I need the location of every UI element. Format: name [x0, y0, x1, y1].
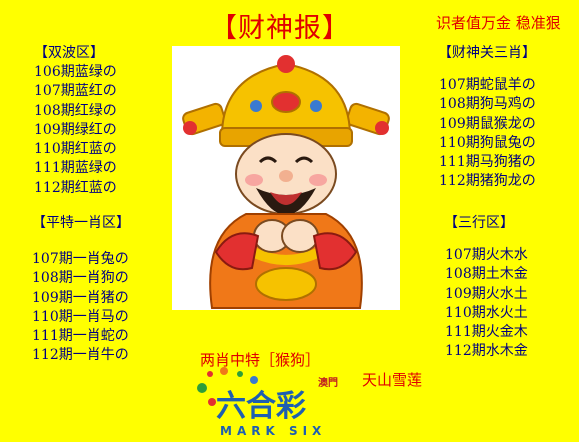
- single-zodiac-list: 107期一肖兔の 108期一肖狗の 109期一肖猪の 110期一肖马の 111期…: [32, 250, 129, 366]
- list-item: 109期绿红の: [34, 121, 117, 138]
- list-item: 109期火水土: [445, 285, 528, 302]
- list-item: 107期蓝红の: [34, 83, 117, 100]
- section-label-single-zodiac: 【平特一肖区】: [32, 215, 130, 231]
- list-item: 111期一肖蛇の: [32, 328, 129, 345]
- list-item: 109期一肖猪の: [32, 289, 129, 306]
- list-item: 112期水木金: [445, 343, 528, 360]
- list-item: 111期马狗猪の: [439, 154, 536, 171]
- list-item: 108期狗马鸡の: [439, 96, 536, 113]
- list-item: 108期土木金: [445, 266, 528, 283]
- author-name: 天山雪莲: [362, 371, 423, 389]
- list-item: 107期蛇鼠羊の: [439, 77, 536, 93]
- slogan: 识者值万金 稳准狠: [436, 14, 561, 32]
- logo-sub-text: MARK SIX: [220, 424, 326, 438]
- list-item: 111期火金木: [445, 324, 528, 341]
- god-of-wealth-icon: [182, 55, 390, 309]
- list-item: 110期水火土: [445, 304, 528, 321]
- page-title: 【财神报】: [210, 13, 350, 44]
- list-item: 108期红绿の: [34, 102, 117, 119]
- logo-main-text: 六合彩: [216, 389, 306, 424]
- list-item: 112期一肖牛の: [32, 347, 129, 364]
- double-wave-list: 106期蓝绿の 107期蓝红の 108期红绿の 109期绿红の 110期红蓝の …: [34, 63, 117, 198]
- section-label-three-zodiac: 【财神关三肖】: [438, 45, 536, 61]
- section-label-three-elements: 【三行区】: [444, 215, 514, 231]
- three-elements-list: 107期火木水 108期土木金 109期火水土 110期水火土 111期火金木 …: [445, 246, 528, 362]
- list-item: 110期一肖马の: [32, 308, 129, 325]
- three-zodiac-list: 107期蛇鼠羊の 108期狗马鸡の 109期鼠猴龙の 110期狗鼠兔の 111期…: [439, 76, 536, 192]
- list-item: 107期一肖兔の: [32, 251, 129, 267]
- two-zodiac-special: 两肖中特［猴狗］: [200, 351, 321, 369]
- mark-six-logo: 澳門 六合彩 MARK SIX: [192, 366, 364, 438]
- list-item: 112期猪狗龙の: [439, 173, 536, 190]
- list-item: 106期蓝绿の: [34, 64, 117, 80]
- mark-six-logo-graphic: 澳門 六合彩 MARK SIX: [197, 367, 338, 438]
- section-label-double-wave: 【双波区】: [34, 45, 104, 61]
- list-item: 111期蓝绿の: [34, 160, 117, 177]
- list-item: 110期红蓝の: [34, 141, 117, 158]
- list-item: 112期红蓝の: [34, 179, 117, 196]
- list-item: 110期狗鼠兔の: [439, 134, 536, 151]
- god-of-wealth-illustration: [172, 46, 400, 310]
- list-item: 109期鼠猴龙の: [439, 115, 536, 132]
- list-item: 108期一肖狗の: [32, 270, 129, 287]
- logo-macau-text: 澳門: [318, 376, 338, 389]
- list-item: 107期火木水: [445, 247, 528, 263]
